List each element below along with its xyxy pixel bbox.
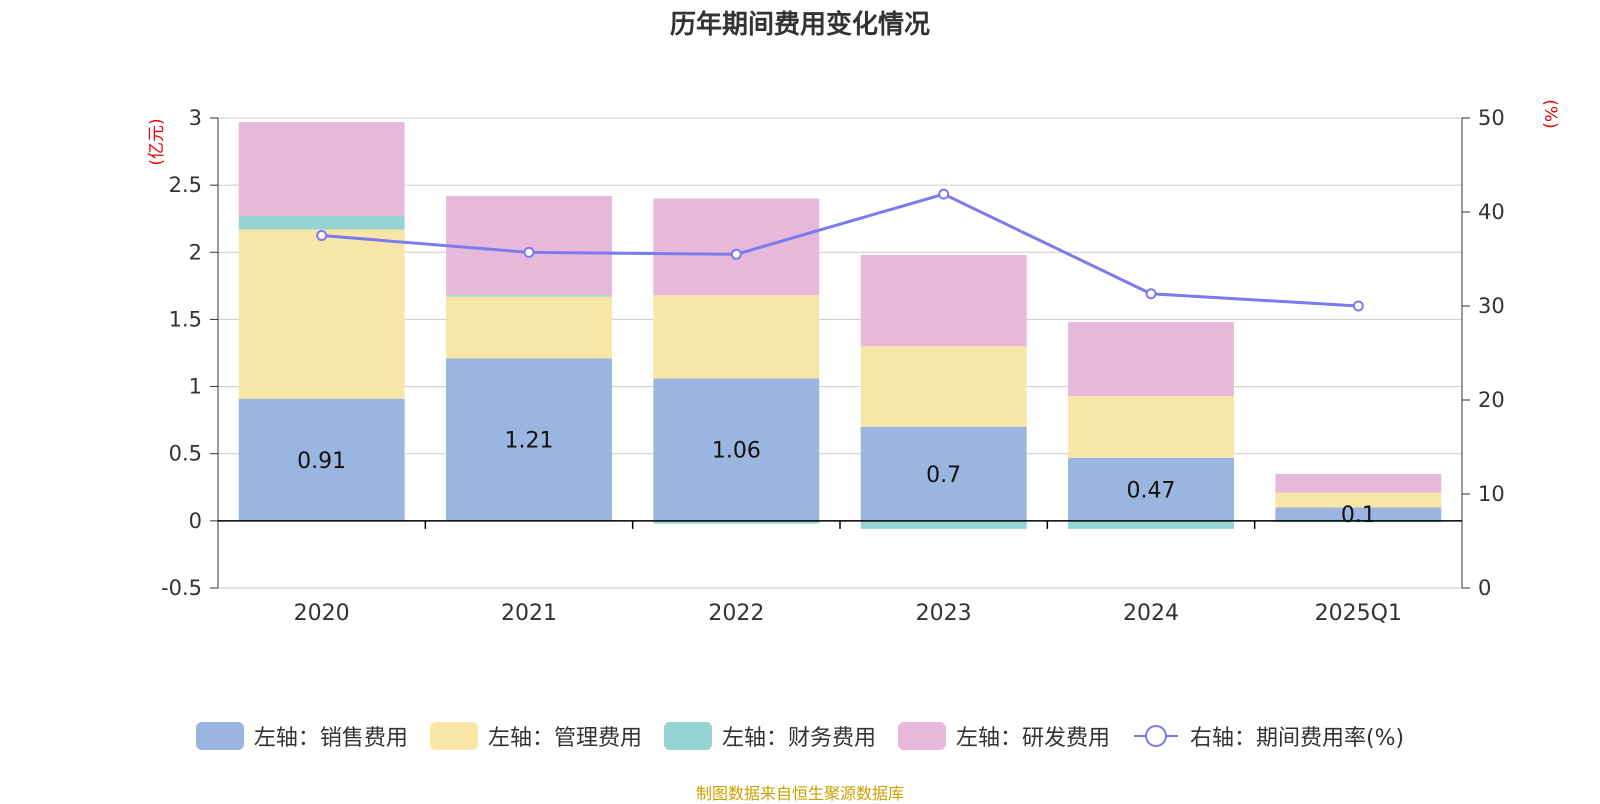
bar-segment: [446, 296, 612, 359]
bar-segment: [238, 398, 405, 521]
bar-segment: [1068, 322, 1234, 396]
left-tick-label: 1: [189, 375, 202, 399]
bar-data-label: 0.7: [926, 463, 961, 488]
left-tick-label: -0.5: [161, 576, 202, 600]
rate-point: [1145, 288, 1157, 300]
left-tick-label: 0: [189, 509, 202, 533]
chart-title: 历年期间费用变化情况: [669, 10, 930, 40]
bar-segment: [1275, 473, 1442, 493]
rate-point: [316, 230, 328, 241]
left-tick-label: 2: [189, 240, 202, 264]
legend-swatch: [429, 722, 478, 750]
rate-point: [1352, 300, 1364, 312]
category-label: 2024: [1123, 601, 1179, 626]
legend-item[interactable]: 左轴：管理费用: [429, 720, 642, 752]
legend: 左轴：销售费用 左轴：管理费用 左轴：财务费用 左轴：研发费用 右轴：期间费用率(%): [0, 718, 1600, 754]
bar-segment: [860, 426, 1027, 521]
bar-segment: [238, 229, 405, 399]
bar-data-label: 1.21: [505, 429, 554, 454]
bar-data-label: 0.1: [1341, 503, 1376, 528]
bar-segment: [653, 295, 820, 379]
legend-swatch: [195, 722, 244, 750]
legend-swatch: [897, 722, 946, 750]
bar-data-label: 0.91: [297, 449, 346, 474]
left-axis-unit: (亿元): [147, 118, 167, 165]
right-tick-label: 20: [1478, 388, 1505, 412]
right-tick-label: 0: [1478, 576, 1491, 600]
legend-label: 左轴：研发费用: [955, 726, 1110, 751]
right-tick-label: 50: [1478, 106, 1505, 130]
bar-segment: [1275, 507, 1442, 521]
bar-segment: [1275, 492, 1442, 508]
bar-segment: [1068, 457, 1234, 521]
bar-segment: [238, 216, 405, 230]
legend-label: 左轴：管理费用: [487, 726, 642, 751]
bar-segment: [653, 520, 820, 524]
rate-line: [321, 192, 1359, 308]
left-tick-label: 0.5: [169, 442, 202, 466]
bar-segment: [653, 378, 820, 521]
right-tick-label: 40: [1478, 200, 1505, 224]
left-tick-label: 2.5: [169, 173, 202, 197]
bar-data-label: 0.47: [1127, 478, 1176, 503]
right-tick-label: 30: [1478, 294, 1505, 318]
legend-label: 左轴：销售费用: [253, 726, 408, 751]
bar-segment: [446, 358, 612, 521]
legend-item[interactable]: 左轴：财务费用: [663, 720, 876, 752]
rate-point: [523, 246, 535, 258]
right-tick-label: 10: [1478, 482, 1505, 506]
legend-item[interactable]: 左轴：研发费用: [897, 720, 1110, 752]
bar-segment: [446, 195, 612, 296]
category-label: 2023: [916, 601, 972, 626]
legend-item[interactable]: 右轴：期间费用率(%): [1132, 720, 1404, 752]
bar-segment: [860, 346, 1027, 427]
right-axis-unit: (%): [1540, 99, 1560, 128]
rate-point: [938, 188, 950, 200]
bar-data-label: 1.06: [712, 439, 761, 464]
category-label: 2021: [501, 601, 557, 626]
legend-swatch: [663, 722, 712, 750]
source-footer: 制图数据来自恒生聚源数据库: [695, 784, 904, 803]
left-tick-label: 3: [189, 106, 202, 130]
rate-point: [730, 248, 742, 260]
bar-segment: [238, 122, 405, 217]
category-label: 2025Q1: [1315, 601, 1402, 626]
bar-segment: [1068, 520, 1234, 529]
bar-segment: [860, 520, 1027, 529]
category-label: 2022: [708, 601, 764, 626]
left-tick-label: 1.5: [169, 307, 202, 331]
legend-label: 右轴：期间费用率(%): [1189, 726, 1405, 751]
category-label: 2020: [294, 601, 350, 626]
legend-line-swatch: [1133, 725, 1178, 747]
bar-segment: [1068, 395, 1234, 458]
legend-label: 左轴：财务费用: [721, 726, 876, 751]
legend-item[interactable]: 左轴：销售费用: [195, 720, 408, 752]
bar-segment: [653, 198, 820, 296]
bar-segment: [860, 254, 1027, 347]
bar-segment: [446, 295, 612, 297]
